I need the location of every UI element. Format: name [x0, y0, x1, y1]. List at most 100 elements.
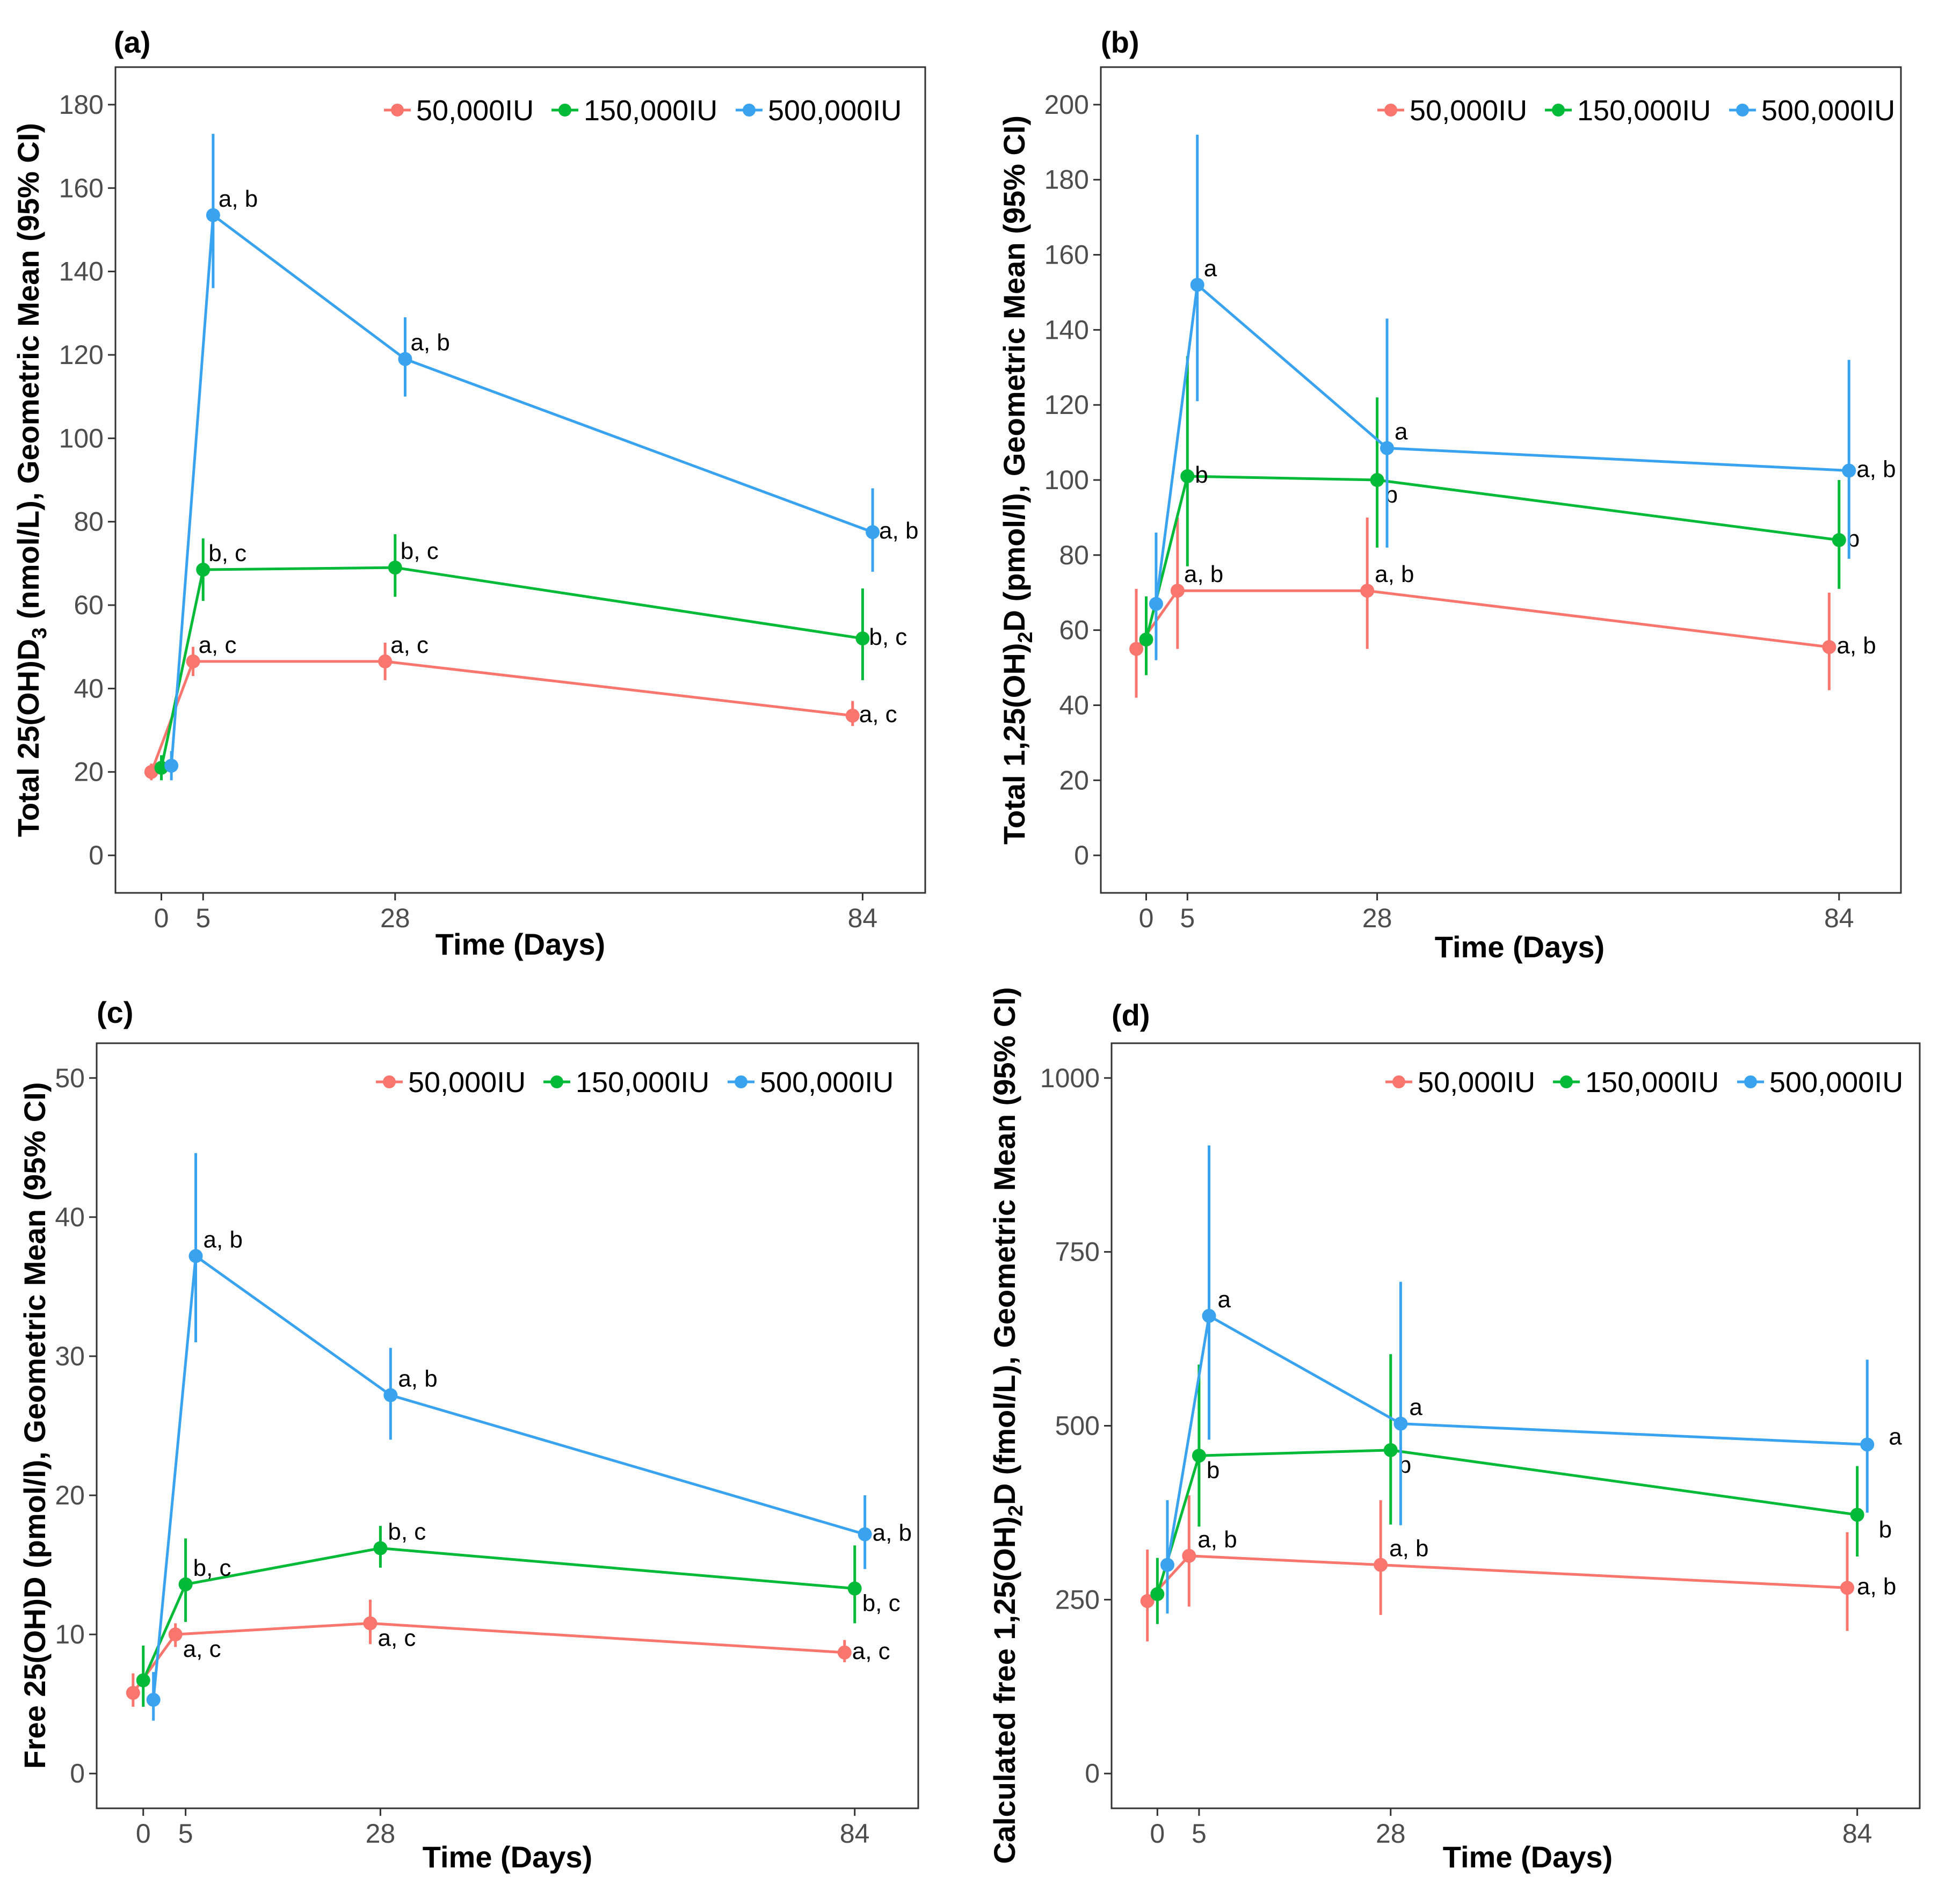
legend-label-150000iu: 150,000IU — [576, 1066, 709, 1099]
series-line-150000iu — [1156, 1449, 1857, 1595]
panel-c-plot-border — [96, 1042, 919, 1809]
x-tick-label: 0 — [1150, 1819, 1165, 1849]
x-tick-label: 28 — [380, 903, 410, 933]
significance-label: a — [1204, 255, 1217, 281]
panel-b-label: (b) — [1101, 25, 1139, 59]
y-tick-label: 50 — [55, 1063, 85, 1093]
panel-d-label: (d) — [1112, 998, 1150, 1032]
panel-c-ylabel: Free 25(OH)D (pmol/l), Geometric Mean (9… — [18, 1082, 52, 1769]
significance-label: a — [1409, 1394, 1422, 1421]
legend-key-point — [391, 104, 404, 117]
x-tick-label: 28 — [366, 1819, 396, 1849]
panel-d-ylabel-subscript: 2 — [1005, 1505, 1027, 1516]
y-tick-label: 40 — [55, 1202, 85, 1232]
legend-label-500000iu: 500,000IU — [760, 1066, 894, 1099]
legend-label-500000iu: 500,000IU — [1769, 1066, 1903, 1099]
x-tick-label: 84 — [848, 903, 878, 933]
y-tick-label: 500 — [1055, 1411, 1100, 1441]
legend-label-500000iu: 500,000IU — [768, 94, 902, 127]
significance-label: a, c — [852, 1638, 890, 1664]
data-point — [837, 1645, 852, 1660]
data-point — [378, 654, 393, 668]
significance-label: b, c — [401, 538, 439, 564]
panel-c-data: a, c a, c a, c b, c b, c b, c a, b a, b a, b — [126, 1153, 912, 1721]
data-point — [1149, 597, 1163, 611]
significance-label: b — [1195, 462, 1208, 488]
legend-label-50000iu: 50,000IU — [408, 1066, 526, 1099]
legend-label-150000iu: 150,000IU — [1577, 94, 1711, 127]
data-point — [1182, 1548, 1196, 1563]
legend-key-point — [383, 1075, 396, 1088]
significance-label: a, b — [398, 1366, 437, 1392]
significance-label: a, b — [219, 186, 258, 212]
series-line-500000iu — [170, 214, 873, 766]
y-tick-label: 100 — [59, 423, 104, 453]
panel-a-ylabel-tail: (nmol/L), Geometric Mean (95% CI) — [11, 123, 45, 628]
data-point — [1370, 473, 1384, 487]
y-tick-label: 200 — [1044, 90, 1089, 120]
y-tick-label: 40 — [1059, 690, 1089, 720]
significance-label: a, b — [1184, 561, 1223, 587]
x-tick-label: 84 — [1824, 903, 1854, 933]
data-point — [845, 708, 860, 723]
data-point — [1139, 632, 1153, 647]
x-tick-label: 5 — [195, 903, 210, 933]
data-point — [186, 654, 200, 668]
data-point — [1832, 533, 1846, 547]
data-point — [126, 1685, 140, 1700]
y-tick-label: 120 — [59, 340, 104, 370]
y-tick-label: 20 — [1059, 765, 1089, 795]
data-point — [146, 1692, 161, 1707]
panel-b-xlabel: Time (Days) — [1435, 930, 1605, 964]
legend-key-point — [743, 104, 756, 117]
y-tick-label: 180 — [59, 90, 104, 120]
x-tick-label: 84 — [840, 1819, 870, 1849]
legend-key-point — [1384, 104, 1397, 117]
panel-d-ylabel-tail: D (fmol/L), Geometric Mean (95% CI) — [988, 987, 1021, 1505]
y-tick-label: 100 — [1044, 465, 1089, 495]
significance-label: a, b — [1375, 561, 1414, 587]
legend-key-point — [1552, 104, 1565, 117]
y-tick-label: 60 — [74, 590, 104, 620]
significance-label: a, b — [1856, 456, 1896, 483]
panel-d-ylabel-main: Calculated free 1,25(OH) — [988, 1516, 1021, 1864]
y-tick-label: 0 — [89, 840, 104, 870]
y-tick-label: 120 — [1044, 390, 1089, 420]
series-line-150000iu — [1145, 475, 1840, 640]
series-line-500000iu — [152, 1254, 866, 1700]
data-point — [373, 1541, 388, 1555]
y-tick-label: 0 — [70, 1758, 85, 1788]
data-point — [1150, 1587, 1165, 1601]
significance-label: b, c — [388, 1519, 426, 1545]
y-tick-label: 140 — [59, 257, 104, 287]
significance-label: a, b — [1197, 1526, 1237, 1553]
data-point — [1180, 469, 1195, 484]
y-tick-label: 1000 — [1040, 1063, 1100, 1093]
legend-label-50000iu: 50,000IU — [1418, 1066, 1535, 1099]
panel-d-xlabel: Time (Days) — [1443, 1840, 1613, 1874]
significance-label: a, b — [410, 330, 449, 356]
panel-a-ylabel: Total 25(OH)D3 (nmol/L), Geometric Mean … — [11, 123, 51, 837]
significance-label: a — [1395, 419, 1408, 445]
legend-key-point — [1392, 1075, 1405, 1088]
panel-b-ylabel-tail: D (pmol/l), Geometric Mean (95% CI) — [997, 115, 1031, 632]
data-point — [1383, 1443, 1398, 1457]
significance-label: a, c — [183, 1636, 221, 1662]
data-point — [388, 561, 402, 575]
significance-label: b, c — [193, 1555, 231, 1581]
data-point — [855, 631, 870, 646]
panel-b-ylabel: Total 1,25(OH)2D (pmol/l), Geometric Mea… — [997, 115, 1037, 845]
data-point — [1842, 463, 1856, 478]
data-point — [168, 1627, 183, 1642]
x-tick-label: 0 — [136, 1819, 151, 1849]
panel-d-legend: 50,000IU 150,000IU 500,000IU — [1385, 1066, 1903, 1099]
data-point — [164, 759, 179, 773]
significance-label: a — [1218, 1286, 1231, 1313]
